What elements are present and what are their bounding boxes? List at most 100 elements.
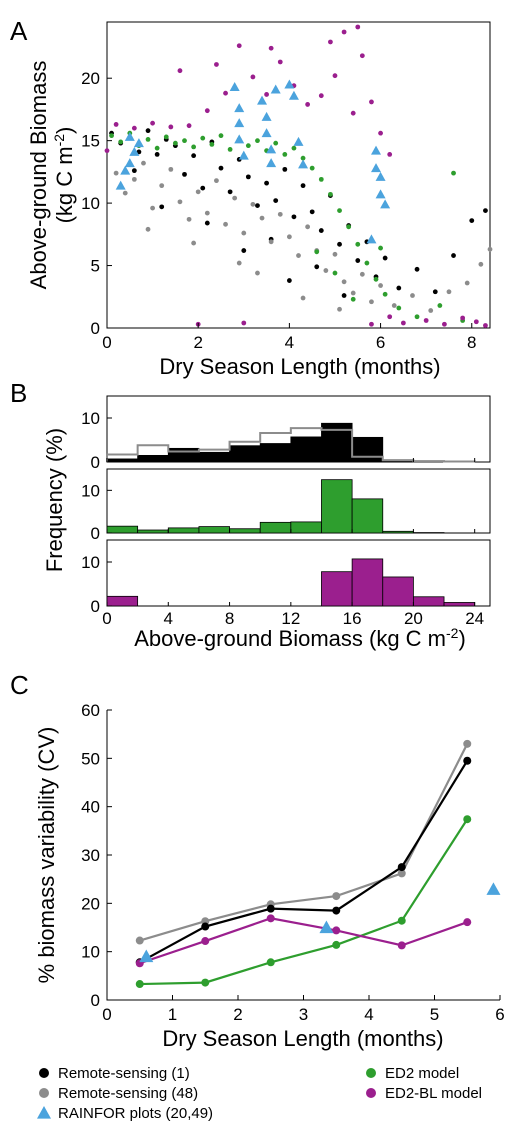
panel-b: 0 10 0 10 0 10 0 4 8 12 16 20 24 Frequency (%) Above… [42,395,491,651]
rainfor-point [266,144,277,154]
rainfor-point [261,128,272,138]
rainfor-point [234,134,245,144]
remote-sensing-1-marker [463,756,472,765]
ed2-bl-point [204,108,210,114]
ed2-marker [201,978,210,987]
panel-c-ytick-label: 40 [81,798,100,817]
rainfor-point [371,163,382,173]
histogram-bar [137,529,169,534]
panel-b-xlabel: Above-ground Biomass (kg C m-2) [134,625,466,651]
legend-circle-icon [39,1068,49,1078]
panel-a-ytick-label: 0 [91,319,100,338]
panel-a-xtick-label: 0 [102,333,111,352]
ed2-point [200,135,206,141]
histogram-bar [229,528,261,534]
panel-a-frame [106,21,491,329]
panel-b-ytick-label: 10 [81,409,100,428]
panel-c-xtick-label: 0 [102,1005,111,1024]
ed2-bl-point [400,320,406,326]
ed2-bl-point [277,59,283,65]
ed2-point [145,137,151,142]
panel-c-ytick-label: 0 [91,991,100,1010]
ed2-point [245,143,251,149]
rainfor-point [266,158,277,168]
histogram-bar [259,443,292,463]
ed2-bl-point [305,102,311,107]
panel-label-c: C [10,670,29,700]
remote-sensing-48-point [195,189,201,195]
panel-b-ylabel: Frequency (%) [42,428,67,572]
histogram-bar [290,436,322,463]
ed2-point [373,276,379,282]
legend-circle-icon [39,1088,49,1098]
panel-b-xtick-label: 4 [164,609,173,628]
ed2-bl-marker [397,941,406,950]
remote-sensing-48-point [150,205,155,211]
ed2-bl-point [186,123,192,129]
remote-sensing-1-point [191,153,197,159]
panel-b-xlabel-close: ) [458,626,465,651]
remote-sensing-1-point [451,253,456,258]
panel-c-xtick-label: 3 [299,1005,308,1024]
ed2-bl-point [350,110,356,116]
panel-a-xtick-label: 4 [285,333,294,352]
rainfor-point [133,138,144,148]
remote-sensing-48-point [204,210,210,216]
histogram-bar [259,521,292,534]
remote-sensing-1-marker [266,904,275,913]
rainfor-point [124,131,135,141]
panel-b-bars [106,422,476,607]
remote-sensing-48-point [223,221,228,227]
legend: Remote-sensing (1) Remote-sensing (48) RAI… [37,1065,482,1122]
ed2-bl-point [104,148,110,154]
ed2-point [309,165,315,171]
ed2-bl-point [223,90,228,96]
ed2-point [318,176,324,182]
rainfor-point [371,145,382,155]
remote-sensing-48-point [487,246,493,252]
ed2-bl-marker [463,918,472,927]
remote-sensing-1-point [282,166,288,172]
panel-b-frame-3 [106,539,491,607]
remote-sensing-1-point [337,241,342,247]
remote-sensing-1-point [273,198,279,204]
panel-a-ylabel-line2: (kg C m-2) [51,127,77,224]
panel-a-ylabel-close: ) [52,127,77,134]
remote-sensing-48-point [145,226,151,232]
remote-sensing-48-point [323,268,329,273]
rainfor-point [229,81,240,91]
remote-sensing-48-point [300,295,306,301]
remote-sensing-48-point [214,178,219,184]
ed2-point [378,245,383,251]
ed2-point [346,224,352,230]
ed2-bl-marker [332,926,341,935]
histogram-bar [167,527,200,534]
histogram-bar [290,521,322,534]
ed2-bl-point [236,43,242,49]
panel-label-a: A [10,16,28,46]
remote-sensing-1-point [245,174,251,180]
ed2-point [109,133,114,139]
ed2-bl-point [387,151,393,157]
ed2-bl-marker [201,937,210,946]
panel-a-ylabel-sup: -2 [51,134,67,147]
ed2-bl-point [369,99,374,105]
ed2-point [328,191,333,197]
ed2-bl-point [318,93,324,99]
ed2-point [291,145,297,151]
ed2-bl-point [341,29,347,35]
rainfor-point [261,111,272,121]
remote-sensing-48-point [168,166,174,172]
remote-sensing-48-point [191,240,197,246]
histogram-bar [167,447,200,463]
remote-sensing-1-point [145,128,151,134]
remote-sensing-48-point [236,260,242,266]
panel-a-points [104,24,493,328]
remote-sensing-48-point [359,271,365,277]
ed2-marker [463,815,472,824]
legend-label: Remote-sensing (1) [58,1065,190,1082]
remote-sensing-48-marker [135,936,144,945]
panel-c-ytick-label: 10 [81,943,100,962]
